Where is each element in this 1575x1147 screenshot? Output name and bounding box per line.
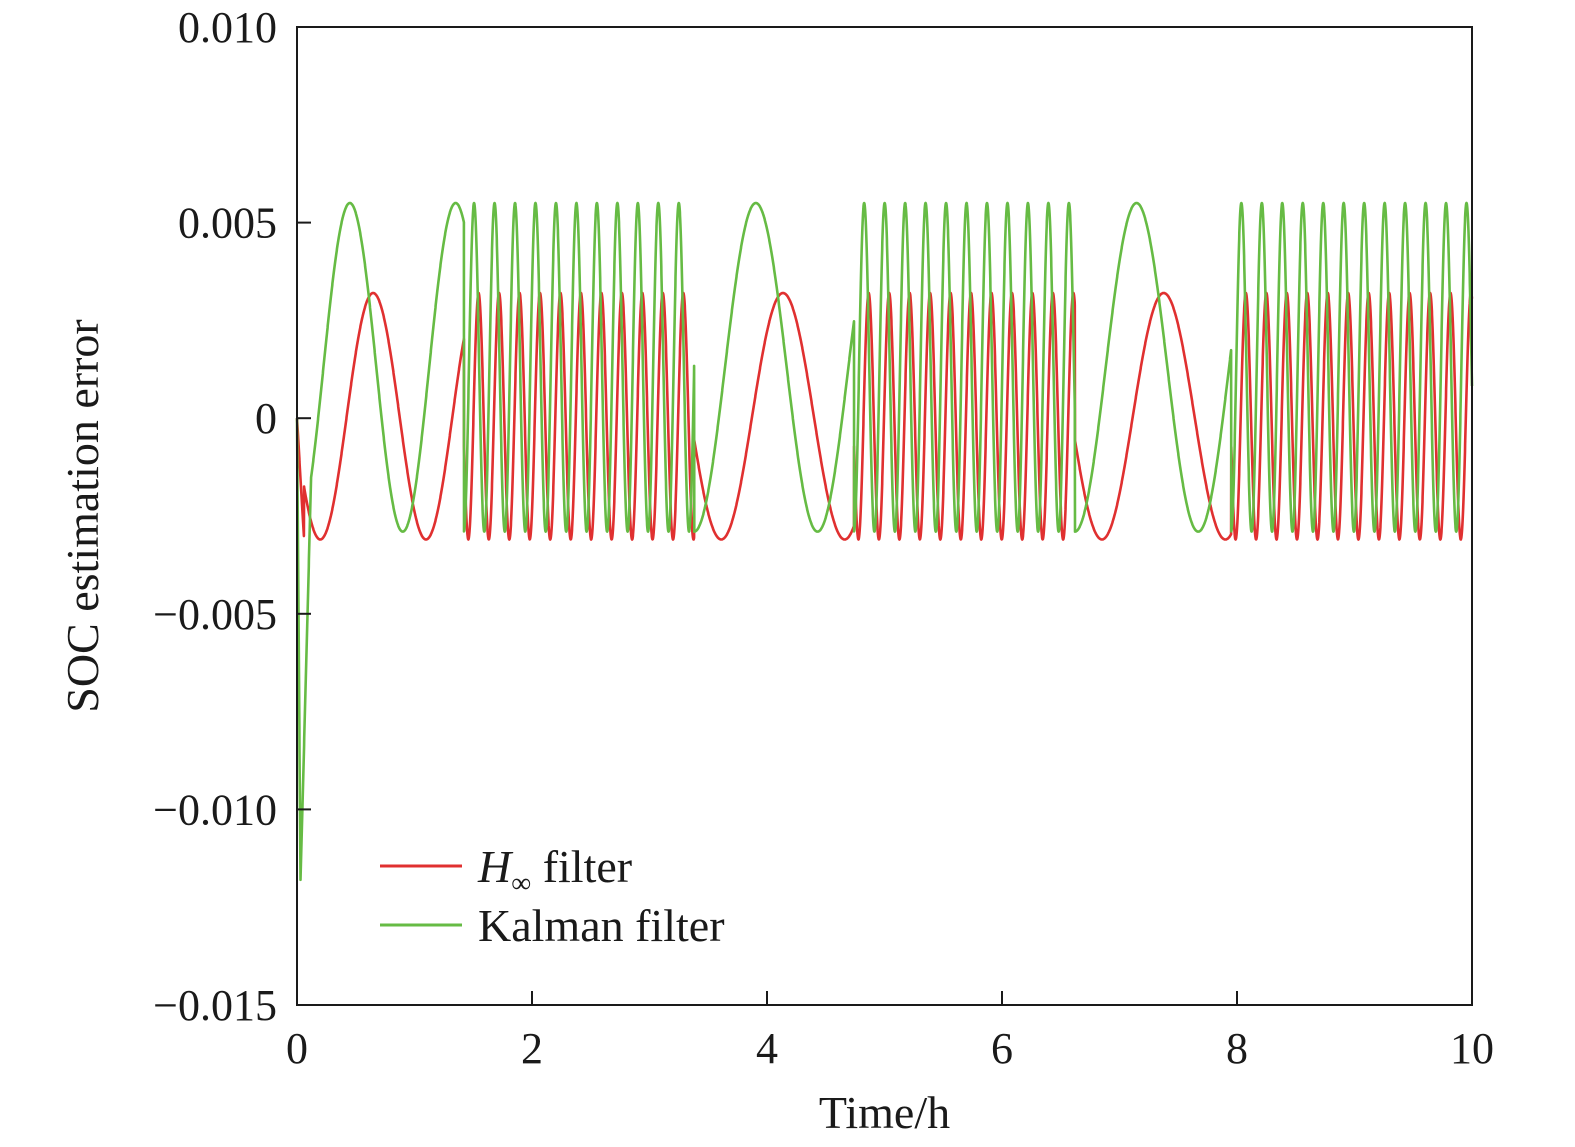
legend-label-h-rest: filter [531,841,632,892]
legend-label-kalman: Kalman filter [478,900,725,951]
y-tick-label: 0.005 [178,199,277,248]
x-tick-label: 6 [991,1024,1013,1073]
legend: H∞ filter Kalman filter [380,841,725,951]
y-tick-label: 0 [255,394,277,443]
y-axis: 0.010 0.005 0 −0.005 −0.010 −0.015 [153,3,311,1030]
x-tick-label: 2 [521,1024,543,1073]
series-h-infinity-line [295,291,1474,541]
legend-label-h-main: H [477,841,514,892]
x-tick-label: 0 [286,1024,308,1073]
series-kalman-line [295,201,1474,882]
y-tick-label: −0.015 [153,981,277,1030]
x-axis: 0 2 4 6 8 10 [286,991,1494,1073]
x-tick-label: 4 [756,1024,778,1073]
x-tick-label: 10 [1450,1024,1494,1073]
plot-lines [295,201,1474,882]
y-tick-label: 0.010 [178,3,277,52]
y-tick-label: −0.005 [153,590,277,639]
legend-label-h-infinity: H∞ filter [477,841,632,899]
legend-label-h-sub: ∞ [511,868,531,899]
y-tick-label: −0.010 [153,785,277,834]
plot-frame [296,26,1473,1006]
x-axis-label: Time/h [819,1087,950,1138]
x-tick-label: 8 [1226,1024,1248,1073]
y-axis-label: SOC estimation error [57,319,108,713]
